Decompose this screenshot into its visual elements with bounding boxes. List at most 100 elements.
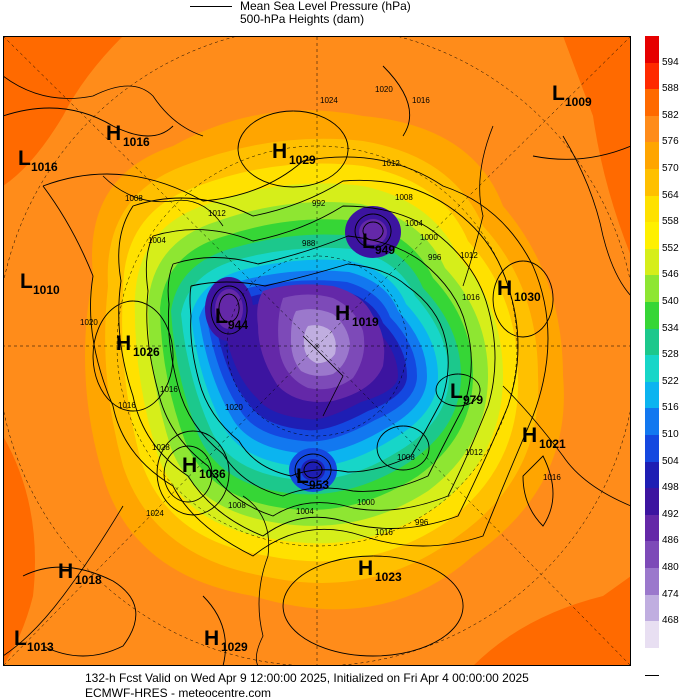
colorbar-tick-label: 558 [662,216,679,228]
colorbar-tick-label: 540 [662,296,679,307]
pressure-value: 949 [375,243,395,257]
low-pressure-marker: L [362,230,375,253]
colorbar-tick-label: 588 [662,83,679,95]
colorbar-tick-label: 546 [662,269,679,281]
isobar-label: 1020 [225,403,243,412]
source-credit: ECMWF-HRES - meteocentre.com [85,686,272,700]
colorbar-tick-label: 564 [662,189,679,201]
colorbar-swatch [645,275,659,303]
pressure-value: 1010 [33,283,60,297]
colorbar-swatch [645,594,659,622]
pressure-value: 1016 [31,160,58,174]
isobar-label: 996 [415,518,429,527]
high-pressure-marker: H [358,557,373,580]
high-pressure-marker: H [182,454,197,477]
isobar-label: 1004 [296,507,314,516]
isobar-lines [3,65,631,666]
colorbar-tick-label: 534 [662,322,679,334]
isobar-label: 1008 [397,453,415,462]
forecast-valid-caption: 132-h Fcst Valid on Wed Apr 9 12:00:00 2… [85,671,529,685]
colorbar-swatch [645,169,659,197]
pressure-value: 1021 [539,437,566,451]
colorbar-swatch [645,435,659,463]
high-pressure-marker: H [204,627,219,650]
isobar-label: 988 [302,239,316,248]
height-fill-480 [303,325,336,364]
colorbar-tick-label: 486 [662,535,679,547]
low-pressure-marker: L [215,305,228,328]
pressure-value: 1030 [514,290,541,304]
pressure-value: 1018 [75,573,102,587]
colorbar-tick-label: 522 [662,375,679,387]
weather-map: 1024 1020 1016 1012 1008 1004 1000 996 992 988 100… [3,36,631,666]
isobar-label: 1012 [460,251,478,260]
legend-heights-label: 500-hPa Heights (dam) [240,12,365,26]
colorbar-swatch [645,302,659,330]
colorbar-tick-label: 516 [662,402,679,414]
coastlines [3,75,631,666]
height-colorbar [645,36,659,675]
high-pressure-marker: H [116,332,131,355]
colorbar-tick-label: 552 [662,242,679,254]
colorbar-swatch [645,568,659,596]
pressure-value: 1009 [565,95,592,109]
isobar-label: 1008 [125,194,143,203]
isobar-label: 1024 [146,509,164,518]
graticule [3,36,631,666]
colorbar-swatch [645,461,659,489]
isobar-label: 1000 [420,233,438,242]
colorbar-swatch [645,355,659,383]
isobar-label: 1016 [412,96,430,105]
colorbar-swatch [645,647,659,675]
colorbar-tick-label: 504 [662,455,679,467]
pressure-value: 1019 [352,315,379,329]
pressure-value: 953 [309,478,329,492]
isobar-label: 1004 [148,236,166,245]
isobar-label: 1016 [543,473,561,482]
pressure-value: 1036 [199,467,226,481]
colorbar-tick-label: 492 [662,508,679,520]
colorbar-swatch [645,408,659,436]
pressure-value: 1023 [375,570,402,584]
colorbar-swatch [645,381,659,409]
colorbar-tick-label: 570 [662,163,679,174]
colorbar-swatch [645,62,659,90]
isobar-label: 1016 [462,293,480,302]
isobar-label: 1020 [80,318,98,327]
isobar-label: 1016 [160,385,178,394]
isobar-label: 1024 [320,96,338,105]
colorbar-tick-label: 576 [662,136,679,148]
high-pressure-marker: H [497,277,512,300]
low-pressure-marker: L [20,270,33,293]
low-pressure-marker: L [14,627,27,650]
colorbar-tick-label: 474 [662,588,679,600]
colorbar-swatch [645,115,659,143]
high-pressure-marker: H [58,560,73,583]
colorbar-tick-label: 510 [662,429,679,440]
low-pressure-marker: L [552,82,565,105]
isobar-label: 1016 [375,528,393,537]
colorbar-swatch [645,514,659,542]
isobar-labels: 1024 1020 1016 1012 1008 1004 1000 996 992 988 100… [80,85,561,537]
isobar-label: 1016 [118,401,136,410]
pressure-value: 944 [228,318,248,332]
map-frame [3,36,631,666]
colorbar-swatch [645,621,659,649]
colorbar-swatch [645,36,659,64]
height-fill-588-se [473,576,631,666]
colorbar-swatch [645,195,659,223]
height-fill-588-ne [563,36,631,256]
pressure-value: 1013 [27,640,54,654]
low-pressure-marker: L [296,465,309,488]
high-pressure-marker: H [522,424,537,447]
low-pressure-marker: L [18,147,31,170]
high-pressure-marker: H [335,302,350,325]
isobar-label: 1000 [357,498,375,507]
colorbar-tick-label: 594 [662,56,679,68]
height-fill-low-west-core [215,289,243,329]
colorbar-swatch [645,541,659,569]
isobar-legend-line [190,6,232,7]
colorbar-swatch [645,488,659,516]
colorbar-tick-label: 582 [662,109,679,121]
